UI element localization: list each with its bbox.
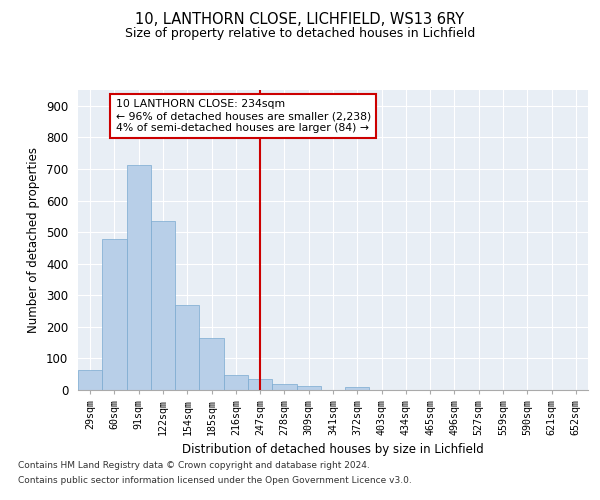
Text: 10, LANTHORN CLOSE, LICHFIELD, WS13 6RY: 10, LANTHORN CLOSE, LICHFIELD, WS13 6RY	[136, 12, 464, 28]
Bar	[345, 388, 370, 390]
Bar	[199, 338, 224, 390]
Bar	[296, 386, 321, 390]
Bar	[78, 370, 102, 390]
Bar	[127, 165, 151, 390]
Bar	[102, 239, 127, 390]
Text: 10 LANTHORN CLOSE: 234sqm
← 96% of detached houses are smaller (2,238)
4% of sem: 10 LANTHORN CLOSE: 234sqm ← 96% of detac…	[116, 100, 371, 132]
Text: Distribution of detached houses by size in Lichfield: Distribution of detached houses by size …	[182, 442, 484, 456]
Bar	[224, 376, 248, 390]
Text: Size of property relative to detached houses in Lichfield: Size of property relative to detached ho…	[125, 28, 475, 40]
Bar	[151, 221, 175, 390]
Text: Contains public sector information licensed under the Open Government Licence v3: Contains public sector information licen…	[18, 476, 412, 485]
Bar	[175, 304, 199, 390]
Bar	[272, 384, 296, 390]
Y-axis label: Number of detached properties: Number of detached properties	[28, 147, 40, 333]
Text: Contains HM Land Registry data © Crown copyright and database right 2024.: Contains HM Land Registry data © Crown c…	[18, 461, 370, 470]
Bar	[248, 379, 272, 390]
